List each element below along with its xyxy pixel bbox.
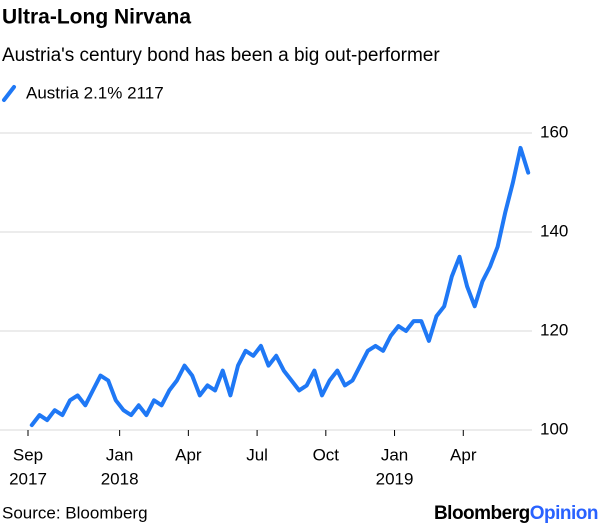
x-tick-label: Jul <box>246 445 268 464</box>
chart-subtitle: Austria's century bond has been a big ou… <box>2 45 440 66</box>
legend-swatch <box>2 85 16 102</box>
y-tick-label: 160 <box>540 122 568 141</box>
source: Source: Bloomberg <box>2 503 148 522</box>
y-tick-label: 140 <box>540 221 568 240</box>
legend-label: Austria 2.1% 2117 <box>26 83 164 102</box>
y-tick-label: 100 <box>540 419 568 438</box>
x-tick-label: Apr <box>175 445 202 464</box>
x-tick-label: Jan <box>106 445 133 464</box>
data-line <box>29 145 531 428</box>
x-tick-year: 2018 <box>101 469 139 488</box>
x-tick-label: Apr <box>450 445 477 464</box>
brand: Bloomberg <box>434 503 530 524</box>
x-tick-year: 2019 <box>376 469 414 488</box>
chart-title: Ultra-Long Nirvana <box>2 6 191 29</box>
brand-opinion: Opinion <box>530 503 598 524</box>
branding: BloombergOpinion <box>434 503 598 524</box>
x-tick-year: 2017 <box>9 469 47 488</box>
x-tick-label: Jan <box>381 445 408 464</box>
x-tick-label: Oct <box>313 445 340 464</box>
y-tick-label: 120 <box>540 320 568 339</box>
x-tick-label: Sep <box>13 445 43 464</box>
